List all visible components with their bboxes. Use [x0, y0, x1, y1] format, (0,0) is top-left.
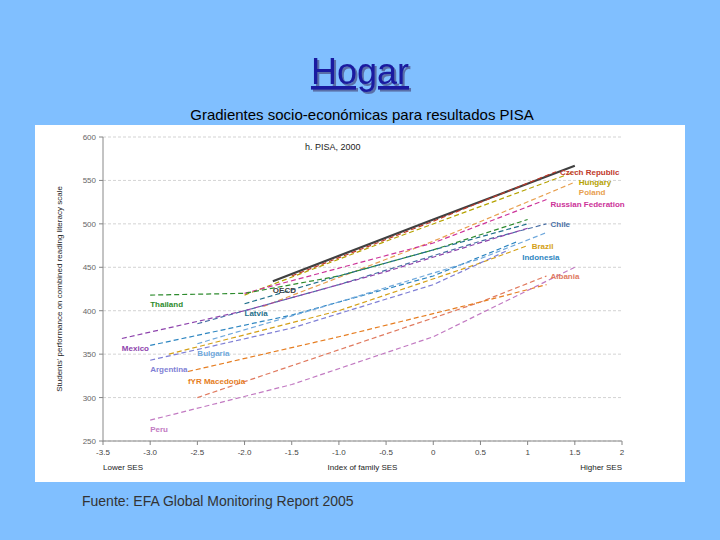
series-label: fYR Macedonia: [188, 377, 246, 386]
series-line: [197, 233, 546, 344]
series-line: [150, 220, 527, 296]
series-line: [122, 228, 528, 338]
series-label: Russian Federation: [551, 200, 625, 209]
y-tick: [99, 354, 103, 355]
x-tick: [386, 441, 387, 445]
x-tick-label: 0: [431, 448, 436, 457]
x-tick-label: -0.5: [379, 448, 393, 457]
x-tick: [527, 441, 528, 445]
series-line: [150, 250, 509, 360]
series-line: [263, 182, 574, 306]
series-label: Brazil: [532, 242, 554, 251]
source: Fuente: EFA Global Monitoring Report 200…: [82, 493, 354, 509]
lines: [122, 166, 575, 420]
series-label: Czech Republic: [560, 168, 620, 177]
x-tick-label: -1.5: [285, 448, 299, 457]
grid-line: [103, 180, 622, 181]
y-tick: [99, 441, 103, 442]
x-tick: [574, 441, 575, 445]
y-axis-label: Students' performance on combined readin…: [55, 186, 64, 392]
x-tick-label: 0.5: [475, 448, 487, 457]
series-line: [245, 172, 575, 295]
x-tick: [197, 441, 198, 445]
grid-line: [103, 267, 622, 268]
series-label: Poland: [579, 188, 606, 197]
y-tick: [99, 137, 103, 138]
y-tick-label: 350: [83, 350, 97, 359]
x-axis: [103, 441, 622, 442]
x-tick-label: -2.0: [238, 448, 252, 457]
series-line: [273, 166, 575, 282]
series-label: Bulgaria: [197, 349, 230, 358]
x-tick-label: 1.5: [569, 448, 581, 457]
annotation: Lower SES: [103, 463, 143, 472]
series-line: [150, 267, 575, 420]
y-tick-label: 300: [83, 394, 97, 403]
x-tick: [338, 441, 339, 445]
series-label: Argentina: [150, 365, 188, 374]
y-tick-label: 250: [83, 437, 97, 446]
series-line: [150, 241, 518, 345]
y-tick-label: 600: [83, 133, 97, 142]
x-tick: [150, 441, 151, 445]
x-axis-label: Index of family SES: [328, 463, 398, 472]
grid-line: [103, 397, 622, 398]
y-tick-label: 400: [83, 307, 97, 316]
y-tick: [99, 223, 103, 224]
slide-subtitle: Gradientes socio-económicas para resulta…: [190, 106, 534, 123]
grid-line: [103, 354, 622, 355]
grid-line: [103, 441, 622, 442]
series-label: Thailand: [150, 300, 183, 309]
chart-title: h. PISA, 2000: [305, 142, 361, 152]
x-tick: [622, 441, 623, 445]
y-tick: [99, 267, 103, 268]
x-tick: [244, 441, 245, 445]
grid-line: [103, 137, 622, 138]
series-label: OECD: [273, 286, 296, 295]
series-label: Indonesia: [522, 253, 560, 262]
x-tick: [103, 441, 104, 445]
y-tick-label: 450: [83, 263, 97, 272]
canvas: Hogar Gradientes socio-económicas para re…: [0, 0, 720, 540]
y-tick-label: 500: [83, 220, 97, 229]
slide: {"slide": {"title": "Hogar", "subtitle":…: [0, 0, 720, 540]
y-tick-label: 550: [83, 176, 97, 185]
y-tick: [99, 180, 103, 181]
series-label: Albania: [551, 272, 580, 281]
series-label: Chile: [551, 220, 571, 229]
x-tick-label: 1: [525, 448, 530, 457]
x-tick-label: -2.5: [190, 448, 204, 457]
series-label: Peru: [150, 425, 168, 434]
x-tick-label: -3.5: [96, 448, 110, 457]
series-label: Hungary: [579, 178, 612, 187]
x-tick: [291, 441, 292, 445]
y-axis: [103, 137, 104, 441]
y-tick: [99, 310, 103, 311]
x-tick: [433, 441, 434, 445]
y-tick: [99, 397, 103, 398]
annotation: Higher SES: [580, 463, 622, 472]
series-line: [245, 200, 547, 294]
chart-panel: [35, 125, 685, 482]
x-tick-label: -1.0: [332, 448, 346, 457]
x-tick-label: -3.0: [143, 448, 157, 457]
x-tick: [480, 441, 481, 445]
x-tick-label: 2: [620, 448, 625, 457]
series-line: [197, 276, 546, 398]
grid-line: [103, 310, 622, 311]
series-label: Mexico: [122, 344, 149, 353]
series-line: [245, 224, 528, 304]
series-label: Latvia: [245, 309, 269, 318]
slide-title: Hogar: [311, 51, 409, 92]
